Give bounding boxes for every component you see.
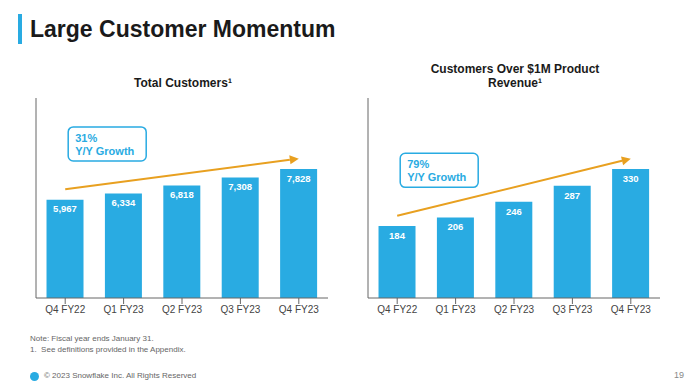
- svg-text:Q2 FY23: Q2 FY23: [494, 304, 534, 315]
- svg-text:Q1 FY23: Q1 FY23: [104, 304, 144, 315]
- html-text:Customers Over $1M Product Rev: Customers Over $1M Product Revenue¹: [430, 62, 600, 90]
- html-text:© 2023 Snowflake Inc. All Righ: © 2023 Snowflake Inc. All Rights Reserve…: [44, 371, 197, 380]
- svg-text:Q4 FY22: Q4 FY22: [377, 304, 417, 315]
- svg-text:6,818: 6,818: [170, 189, 194, 200]
- svg-text:Y/Y Growth: Y/Y Growth: [407, 171, 466, 183]
- svg-text:31%: 31%: [75, 132, 97, 144]
- svg-text:7,828: 7,828: [287, 173, 311, 184]
- svg-text:79%: 79%: [407, 158, 429, 170]
- html-text:Total Customers¹: Total Customers¹: [134, 76, 232, 90]
- html-text:Note: Fiscal year ends January: Note: Fiscal year ends January 31.: [30, 334, 154, 343]
- html-text:Large Customer Momentum: Large Customer Momentum: [30, 16, 336, 42]
- svg-text:Y/Y Growth: Y/Y Growth: [75, 145, 134, 157]
- svg-text:7,308: 7,308: [228, 181, 252, 192]
- svg-text:6,334: 6,334: [112, 197, 136, 208]
- svg-text:184: 184: [389, 230, 406, 241]
- svg-text:206: 206: [447, 221, 463, 232]
- svg-text:Q4 FY23: Q4 FY23: [611, 304, 651, 315]
- html-text:19: 19: [674, 370, 684, 380]
- svg-text:330: 330: [623, 173, 639, 184]
- svg-text:Q3 FY23: Q3 FY23: [552, 304, 592, 315]
- svg-text:287: 287: [564, 190, 580, 201]
- svg-text:Q4 FY22: Q4 FY22: [45, 304, 85, 315]
- svg-text:Q1 FY23: Q1 FY23: [436, 304, 476, 315]
- svg-text:Q3 FY23: Q3 FY23: [220, 304, 260, 315]
- svg-text:5,967: 5,967: [53, 203, 77, 214]
- svg-text:246: 246: [506, 206, 522, 217]
- svg-text:Q4 FY23: Q4 FY23: [279, 304, 319, 315]
- svg-text:Q2 FY23: Q2 FY23: [162, 304, 202, 315]
- html-text:1. See definitions provided in: 1. See definitions provided in the Appen…: [30, 345, 186, 354]
